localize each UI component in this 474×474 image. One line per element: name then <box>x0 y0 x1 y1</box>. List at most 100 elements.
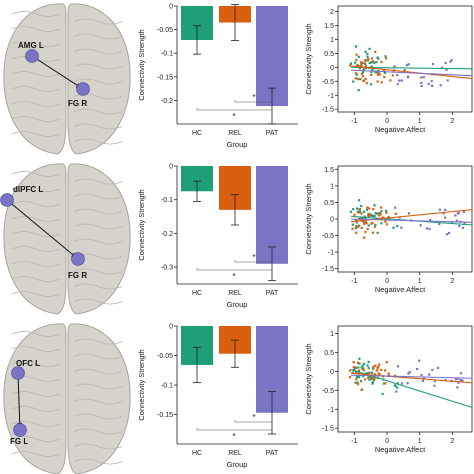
data-point-hc <box>371 371 374 374</box>
x-tick-label: REL <box>228 130 242 137</box>
data-point-hc <box>366 59 370 62</box>
gyrus-line <box>73 78 123 85</box>
data-point-rel <box>377 365 380 369</box>
y-axis-label: Connectivity Strength <box>304 183 313 254</box>
y-tick-label: -0.1 <box>161 51 173 58</box>
data-point-rel <box>385 223 388 226</box>
data-point-rel <box>373 377 376 380</box>
data-point-rel <box>378 211 381 215</box>
data-point-hc <box>384 55 387 58</box>
data-point-rel <box>384 57 388 60</box>
sig-star: * <box>232 272 235 281</box>
scatter-plot-1: 2 1.5 1 0.5 0 -0.5 -1 -1.5 -1 0 1 2 Negative Affect C… <box>304 5 473 134</box>
data-point-rel <box>365 222 368 225</box>
y-tick-label: -1.5 <box>322 266 334 273</box>
gyrus-line <box>73 208 123 215</box>
gyrus-line <box>73 458 123 465</box>
bar-chart-3: 0 -0.05 -0.1 -0.15 HC REL PAT * * Group Connectivi… <box>137 324 298 469</box>
gyrus-line <box>73 123 123 130</box>
data-point-rel <box>355 224 358 228</box>
roi-label-a: dlPFC L <box>13 185 43 194</box>
data-point-hc <box>361 216 364 220</box>
data-point-pat <box>398 79 401 82</box>
data-point-pat <box>440 66 444 69</box>
gyrus-line <box>11 101 61 107</box>
data-point-pat <box>416 367 419 371</box>
data-point-rel <box>351 227 354 230</box>
gyrus-line <box>11 246 61 252</box>
data-point-rel <box>376 73 380 76</box>
data-point-pat <box>407 212 411 215</box>
y-tick-label: -1 <box>328 250 334 257</box>
x-axis-label: Negative Affect <box>375 125 426 134</box>
sig-star: * <box>252 253 255 262</box>
data-point-rel <box>354 77 357 80</box>
data-point-pat <box>429 218 432 222</box>
connection-arrow <box>17 372 21 424</box>
data-point-pat <box>463 222 466 225</box>
connection-arrow <box>31 55 78 86</box>
data-point-rel <box>379 213 382 216</box>
data-point-rel <box>352 361 355 364</box>
data-point-pat <box>431 368 434 371</box>
data-point-rel <box>360 388 363 391</box>
data-point-rel <box>387 372 390 375</box>
data-point-rel <box>367 207 371 210</box>
data-point-hc <box>396 224 399 228</box>
data-point-pat <box>420 81 423 85</box>
data-point-pat <box>458 225 461 228</box>
sig-bracket <box>196 428 273 431</box>
data-point-rel <box>360 63 363 66</box>
data-point-hc <box>382 382 386 385</box>
x-tick-label: 0 <box>385 438 389 445</box>
data-point-hc <box>371 382 374 385</box>
data-point-pat <box>436 366 440 369</box>
data-point-pat <box>400 382 404 385</box>
gyrus-line <box>11 451 61 457</box>
gyrus-line <box>73 268 123 275</box>
data-point-pat <box>422 377 426 380</box>
y-tick-label: 0 <box>330 369 334 376</box>
trend-line-pat <box>351 374 473 379</box>
gyrus-line <box>11 11 61 17</box>
data-point-rel <box>374 364 377 367</box>
gyrus-line <box>73 283 123 290</box>
data-point-rel <box>384 220 387 223</box>
data-point-pat <box>394 206 397 209</box>
data-point-rel <box>383 369 387 372</box>
data-point-pat <box>427 82 430 86</box>
gyrus-line <box>73 108 123 115</box>
data-point-hc <box>360 366 363 369</box>
data-point-hc <box>358 211 361 214</box>
data-point-pat <box>445 233 449 236</box>
roi-label-a: OFC L <box>16 359 40 368</box>
data-point-hc <box>370 65 373 68</box>
data-point-hc <box>368 378 371 381</box>
data-point-rel <box>357 77 360 81</box>
data-point-rel <box>364 64 368 67</box>
x-axis-label: Negative Affect <box>375 285 426 294</box>
data-point-hc <box>384 209 388 212</box>
y-tick-label: 1.5 <box>324 23 334 30</box>
data-point-rel <box>362 79 365 82</box>
plot-frame <box>337 5 473 113</box>
data-point-rel <box>355 58 358 62</box>
x-tick-label: -1 <box>351 278 357 285</box>
data-point-rel <box>351 371 354 374</box>
data-point-pat <box>428 373 431 376</box>
gyrus-line <box>11 186 61 192</box>
data-point-pat <box>396 83 399 86</box>
roi-node-b <box>76 82 90 96</box>
y-tick-label: -1 <box>328 407 334 414</box>
data-point-pat <box>438 222 441 226</box>
gyrus-line <box>73 428 123 435</box>
data-point-pat <box>462 210 466 213</box>
roi-label-b: FG R <box>68 99 87 108</box>
y-axis-label: Connectivity Strength <box>137 29 146 100</box>
data-point-rel <box>362 369 365 372</box>
gyrus-line <box>73 298 123 305</box>
data-point-hc <box>370 70 373 73</box>
y-tick-label: 0 <box>330 217 334 224</box>
gyrus-line <box>11 201 61 207</box>
data-point-pat <box>456 386 459 389</box>
